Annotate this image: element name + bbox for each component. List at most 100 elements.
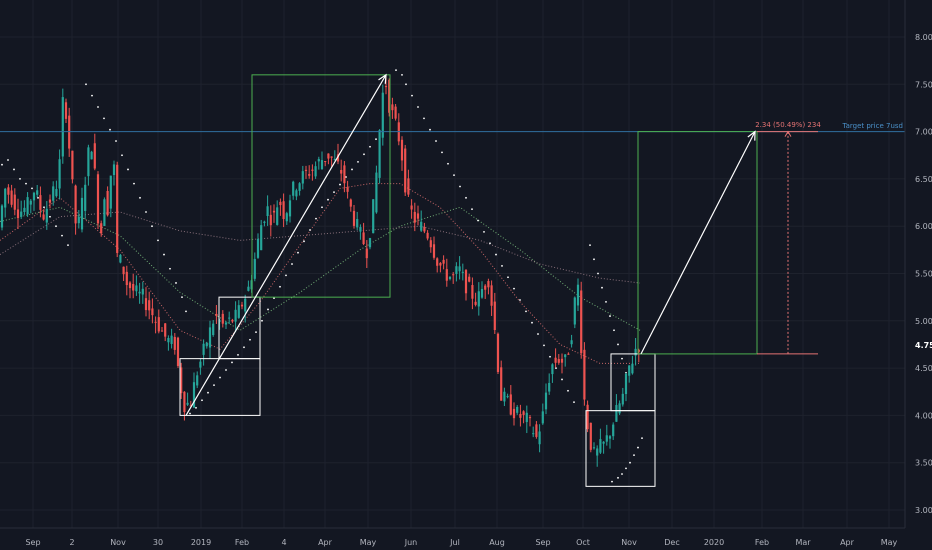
candle-body	[410, 205, 413, 210]
candle-body	[567, 353, 570, 355]
candle-body	[624, 373, 628, 395]
candle-body	[125, 271, 128, 286]
pattern-box[interactable]	[251, 74, 391, 298]
candle-body	[167, 337, 170, 343]
candle-body	[432, 244, 436, 258]
sar-dot	[175, 282, 177, 284]
candle-body	[436, 258, 439, 266]
pattern-box[interactable]	[610, 353, 656, 412]
y-tick-label: 6.00	[915, 222, 932, 231]
sar-dot	[357, 160, 359, 163]
candle-body	[183, 391, 186, 413]
candle-body	[330, 156, 333, 158]
time-axis[interactable]: Sep 2 Nov 30 2019 Feb 4 Apr May Jun Jul Aug Sep Oct No…	[25, 538, 897, 547]
candle-body	[586, 404, 589, 430]
sar-dot	[405, 83, 407, 86]
projection-arrow[interactable]	[185, 74, 387, 416]
candle-body	[420, 221, 423, 231]
projection-arrow[interactable]	[640, 131, 756, 355]
price-axis[interactable]: 8.00 7.50 7.00 6.50 6.00 5.50 5.00 4.50 4.00 3.50…	[915, 33, 932, 515]
candle-body	[48, 199, 52, 203]
candle-body	[548, 382, 551, 392]
moving-average-line	[0, 206, 641, 331]
candle-body	[346, 187, 349, 192]
candle-body	[372, 199, 375, 234]
sar-dot	[489, 242, 491, 245]
candle-body	[141, 288, 144, 295]
candle-body	[608, 436, 612, 439]
candle-body	[260, 225, 263, 251]
x-tick-label: Feb	[235, 538, 249, 547]
candle-body	[413, 211, 416, 223]
y-tick-label: 8.00	[915, 33, 932, 42]
candle-body	[538, 431, 541, 445]
candle-body	[480, 288, 484, 298]
sar-dot	[597, 272, 599, 275]
sar-dot	[55, 225, 57, 228]
candle-body	[23, 207, 26, 212]
candle-body	[52, 186, 55, 201]
candle-body	[276, 207, 279, 225]
candle-body	[394, 106, 397, 119]
sar-dot	[297, 251, 299, 254]
sar-dot	[447, 162, 449, 165]
candle-body	[240, 304, 244, 307]
sar-dot	[637, 446, 639, 449]
sar-dot	[225, 369, 227, 371]
x-tick-label: Dec	[664, 538, 679, 547]
sar-dot	[543, 344, 545, 347]
x-tick-label: 2	[69, 538, 74, 547]
candle-body	[576, 284, 580, 306]
candle-body	[541, 411, 544, 424]
candle-body	[269, 214, 272, 226]
candle-body	[45, 208, 48, 223]
sar-dot	[339, 183, 341, 186]
sar-dot	[189, 412, 191, 415]
candle-body	[180, 367, 183, 394]
candle-body	[285, 213, 288, 222]
x-tick-label: Nov	[621, 538, 637, 547]
candle-body	[103, 199, 106, 226]
sar-dot	[395, 69, 397, 72]
candle-body	[196, 375, 199, 386]
sar-dot	[67, 244, 69, 247]
x-tick-label: Nov	[110, 538, 126, 547]
candle-body	[80, 197, 84, 230]
x-tick-label: Sep	[535, 538, 550, 547]
candle-body	[573, 297, 576, 325]
candle-body	[10, 190, 13, 205]
candle-body	[132, 283, 135, 291]
candle-body	[596, 448, 599, 456]
candle-body	[247, 286, 250, 291]
x-tick-label: 30	[153, 538, 163, 547]
candle-body	[378, 130, 381, 178]
sar-dot	[31, 187, 33, 190]
last-price-label: 4.75	[915, 341, 932, 350]
x-tick-label: Feb	[755, 538, 769, 547]
candle-body	[336, 154, 340, 162]
x-tick-label: Oct	[576, 538, 590, 547]
candle-body	[282, 201, 285, 220]
sar-dot	[43, 206, 45, 209]
sar-dot	[115, 140, 117, 142]
candle-body	[144, 298, 148, 311]
candle-body	[324, 161, 327, 163]
sar-dot	[255, 331, 257, 334]
candle-body	[423, 227, 426, 232]
candle-body	[477, 291, 480, 307]
candle-body	[570, 340, 573, 345]
candle-body	[32, 192, 36, 201]
sar-dot	[605, 300, 607, 303]
sar-dot	[7, 159, 9, 161]
candle-body	[64, 102, 68, 119]
x-tick-label: May	[360, 538, 377, 547]
candle-body	[308, 174, 311, 176]
candle-body	[148, 300, 151, 311]
pattern-box[interactable]	[218, 296, 261, 360]
pattern-box[interactable]	[637, 131, 758, 355]
sar-dot	[109, 128, 111, 131]
sar-dot	[327, 198, 329, 201]
candle-body	[404, 148, 407, 193]
candle-body	[631, 363, 634, 374]
